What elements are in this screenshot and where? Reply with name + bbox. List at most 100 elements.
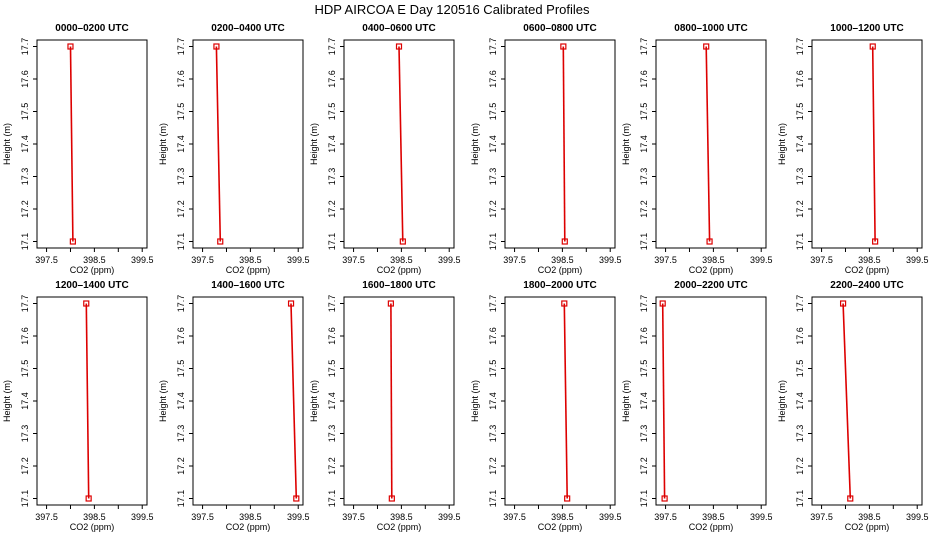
data-point	[213, 43, 220, 50]
x-tick-label: 397.5	[654, 255, 677, 265]
y-tick-label: 17.1	[327, 233, 337, 251]
y-tick-label: 17.6	[327, 327, 337, 345]
plot-frame	[655, 296, 767, 506]
data-point	[564, 495, 571, 502]
data-point	[703, 43, 710, 50]
x-tick-label: 399.5	[131, 512, 154, 522]
x-tick-label: 398.5	[239, 255, 262, 265]
x-tick-label: 397.5	[810, 512, 833, 522]
y-tick-label: 17.3	[176, 425, 186, 443]
x-tick-label: 397.5	[503, 255, 526, 265]
x-tick-label: 398.5	[702, 512, 725, 522]
y-tick-label: 17.1	[20, 233, 30, 251]
y-tick-label: 17.6	[327, 70, 337, 88]
plot-frame	[36, 39, 148, 249]
profile-line	[390, 303, 393, 499]
panel-title: 1800–2000 UTC	[523, 280, 596, 291]
data-point	[388, 495, 395, 502]
y-tick-label: 17.5	[639, 103, 649, 121]
data-point	[217, 238, 224, 245]
y-tick-label: 17.1	[639, 233, 649, 251]
x-axis-label: CO2 (ppm)	[226, 265, 271, 275]
plot-frame	[192, 296, 304, 506]
y-tick-label: 17.5	[327, 360, 337, 378]
x-axis-label: CO2 (ppm)	[845, 265, 890, 275]
panel-7: 1200–1400 UTC 17.1 17.2 17.3 17.4 17.5 17.6 17.…	[2, 280, 153, 532]
y-tick-label: 17.4	[176, 135, 186, 153]
y-tick-label: 17.6	[20, 70, 30, 88]
y-tick-label: 17.3	[639, 168, 649, 186]
plot-frame	[343, 296, 455, 506]
y-axis-label: Height (m)	[470, 380, 480, 422]
panel-title: 1200–1400 UTC	[55, 280, 128, 291]
y-tick-label: 17.4	[488, 135, 498, 153]
panel-3: 0400–0600 UTC 17.1 17.2 17.3 17.4 17.5 17.6 17.…	[309, 23, 460, 275]
y-tick-label: 17.6	[176, 70, 186, 88]
y-tick-label: 17.5	[488, 360, 498, 378]
y-axis-label: Height (m)	[158, 123, 168, 165]
y-tick-label: 17.1	[639, 490, 649, 508]
y-tick-label: 17.4	[327, 135, 337, 153]
x-axis-label: CO2 (ppm)	[377, 522, 422, 532]
plot-frame	[811, 296, 923, 506]
x-tick-label: 397.5	[35, 255, 58, 265]
x-tick-label: 399.5	[599, 255, 622, 265]
panel-title: 1600–1800 UTC	[362, 280, 435, 291]
x-tick-label: 399.5	[599, 512, 622, 522]
x-tick-label: 399.5	[131, 255, 154, 265]
plot-frame	[504, 296, 616, 506]
panel-12: 2200–2400 UTC 17.1 17.2 17.3 17.4 17.5 17.6 17.…	[777, 280, 928, 532]
panel-title: 1400–1600 UTC	[211, 280, 284, 291]
x-tick-label: 398.5	[551, 512, 574, 522]
x-tick-label: 397.5	[191, 512, 214, 522]
y-tick-label: 17.7	[488, 295, 498, 313]
y-axis-label: Height (m)	[777, 380, 787, 422]
y-tick-label: 17.2	[176, 200, 186, 218]
data-point	[387, 300, 394, 307]
panel-title: 0600–0800 UTC	[523, 23, 596, 34]
y-tick-label: 17.2	[488, 200, 498, 218]
profile-line	[85, 303, 90, 499]
plot-frame	[655, 39, 767, 249]
y-tick-label: 17.3	[795, 425, 805, 443]
x-tick-label: 399.5	[438, 512, 461, 522]
profile-line	[398, 46, 404, 242]
panel-title: 0200–0400 UTC	[211, 23, 284, 34]
y-tick-label: 17.3	[795, 168, 805, 186]
x-tick-label: 399.5	[287, 512, 310, 522]
panel-title: 0000–0200 UTC	[55, 23, 128, 34]
plot-frame	[811, 39, 923, 249]
x-tick-label: 397.5	[191, 255, 214, 265]
y-tick-label: 17.1	[176, 490, 186, 508]
x-tick-label: 398.5	[390, 255, 413, 265]
data-point	[847, 495, 854, 502]
panel-4: 0600–0800 UTC 17.1 17.2 17.3 17.4 17.5 17.6 17.…	[470, 23, 621, 275]
data-point	[706, 238, 713, 245]
y-tick-label: 17.5	[488, 103, 498, 121]
y-tick-label: 17.7	[20, 295, 30, 313]
y-axis-label: Height (m)	[777, 123, 787, 165]
y-tick-label: 17.5	[639, 360, 649, 378]
y-tick-label: 17.3	[327, 425, 337, 443]
x-tick-label: 399.5	[287, 255, 310, 265]
y-tick-label: 17.1	[488, 233, 498, 251]
x-tick-label: 397.5	[810, 255, 833, 265]
y-tick-label: 17.1	[20, 490, 30, 508]
x-tick-label: 398.5	[702, 255, 725, 265]
profile-line	[69, 46, 74, 242]
y-tick-label: 17.7	[176, 38, 186, 56]
y-tick-label: 17.3	[488, 168, 498, 186]
y-tick-label: 17.7	[327, 38, 337, 56]
plot-frame	[192, 39, 304, 249]
data-point	[872, 238, 879, 245]
y-tick-label: 17.2	[795, 200, 805, 218]
x-tick-label: 398.5	[551, 255, 574, 265]
panel-11: 2000–2200 UTC 17.1 17.2 17.3 17.4 17.5 17.6 17.…	[621, 280, 772, 532]
y-axis-label: Height (m)	[309, 380, 319, 422]
y-tick-label: 17.2	[488, 457, 498, 475]
data-point	[83, 300, 90, 307]
x-tick-label: 397.5	[342, 255, 365, 265]
panel-title: 1000–1200 UTC	[830, 23, 903, 34]
panel-1: 0000–0200 UTC 17.1 17.2 17.3 17.4 17.5 17.6 17.…	[2, 23, 153, 275]
